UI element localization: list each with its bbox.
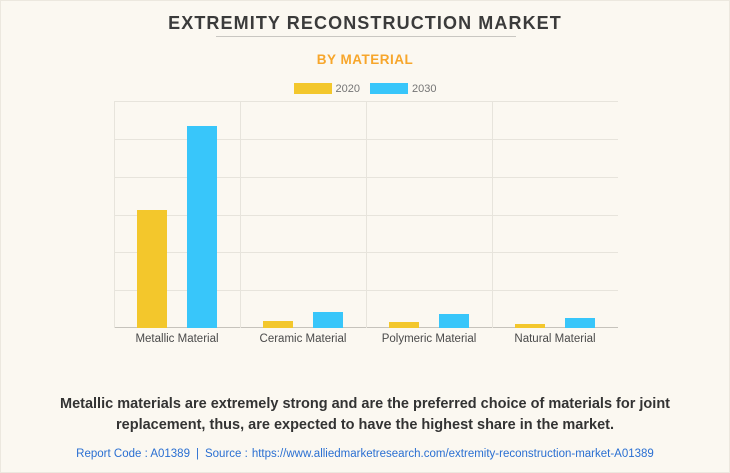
- bar-2030-natural-material[interactable]: [565, 317, 595, 328]
- vertical-gridline: [366, 101, 367, 328]
- legend-swatch-2030: [370, 83, 408, 94]
- page-title: EXTREMITY RECONSTRUCTION MARKET: [168, 13, 562, 33]
- bar-2030-polymeric-material[interactable]: [439, 313, 469, 328]
- x-axis-label-natural-material: Natural Material: [514, 333, 596, 345]
- bar-group-natural-material: [492, 101, 618, 328]
- chart-legend: 2020 2030: [1, 82, 729, 95]
- bar-2030-metallic-material[interactable]: [187, 125, 217, 328]
- title-divider: [216, 36, 516, 37]
- legend-label: 2020: [335, 82, 360, 95]
- description-line-2: replacement, thus, are expected to have …: [116, 417, 614, 434]
- bar-group-polymeric-material: [366, 101, 492, 328]
- bar-2020-polymeric-material[interactable]: [389, 321, 419, 328]
- bar-2030-ceramic-material[interactable]: [313, 311, 343, 328]
- bar-group-ceramic-material: [240, 101, 366, 328]
- report-code: Report Code : A01389: [76, 448, 190, 460]
- chart-plot-area: [114, 101, 618, 328]
- footer: Report Code : A01389 | Source : https://www…: [1, 448, 729, 460]
- bar-2020-metallic-material[interactable]: [137, 209, 167, 328]
- x-axis-label-metallic-material: Metallic Material: [135, 333, 219, 345]
- footer-separator: |: [195, 448, 199, 460]
- legend-swatch-2020: [293, 83, 332, 94]
- x-axis-labels: Metallic Material Ceramic Material Polymer…: [114, 333, 618, 345]
- vertical-gridline: [492, 101, 493, 328]
- y-axis-line: [114, 101, 115, 328]
- description-line-1: Metallic materials are extremely strong …: [59, 396, 671, 412]
- legend-item-2030[interactable]: 2030: [370, 83, 436, 95]
- x-axis-label-polymeric-material: Polymeric Material: [381, 333, 477, 345]
- source-url-link[interactable]: https://www.alliedmarketresearch.com/ext…: [251, 448, 654, 460]
- bar-group-metallic-material: [114, 101, 240, 328]
- bar-2020-ceramic-material[interactable]: [263, 320, 293, 328]
- bar-2020-natural-material[interactable]: [515, 324, 545, 328]
- legend-item-2020[interactable]: 2020: [293, 82, 360, 95]
- vertical-gridline: [240, 101, 241, 328]
- legend-label: 2030: [412, 82, 437, 95]
- x-axis-label-ceramic-material: Ceramic Material: [259, 333, 347, 345]
- source-label: Source :: [204, 448, 248, 460]
- chart-description: Metallic materials are extremely strong …: [21, 394, 709, 436]
- chart-subtitle: BY MATERIAL: [316, 52, 414, 67]
